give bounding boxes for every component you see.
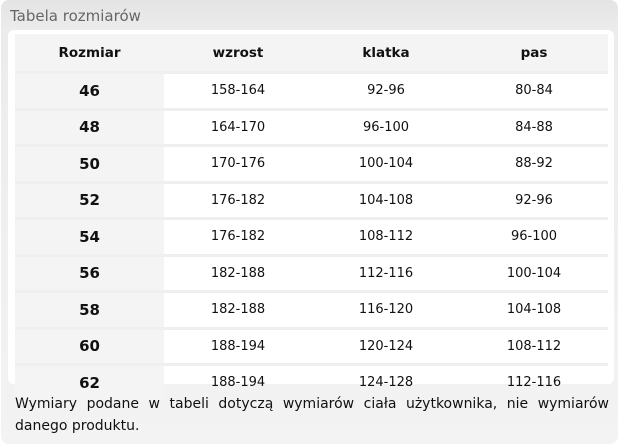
- measurement-cell: 100-104: [312, 144, 460, 182]
- measurement-cell: 100-104: [460, 253, 608, 292]
- measurement-cell: 88-92: [460, 144, 608, 182]
- size-cell: 46: [15, 71, 164, 109]
- size-cell: 60: [15, 326, 164, 365]
- measurement-cell: 170-176: [164, 144, 312, 182]
- measurement-cell: 84-88: [460, 107, 608, 146]
- measurement-cell: 124-128: [312, 363, 460, 400]
- size-table: Rozmiar wzrost klatka pas 46 158-164 92-96 80-…: [15, 34, 608, 400]
- measurement-cell: 176-182: [164, 217, 312, 255]
- measurement-cell: 108-112: [460, 326, 608, 365]
- column-header: klatka: [312, 34, 460, 73]
- column-header: pas: [460, 34, 608, 73]
- measurement-cell: 96-100: [460, 217, 608, 255]
- measurement-cell: 182-188: [164, 290, 312, 328]
- size-cell: 52: [15, 180, 164, 219]
- size-table-container: Rozmiar wzrost klatka pas 46 158-164 92-96 80-…: [8, 30, 614, 400]
- measurement-cell: 112-116: [312, 253, 460, 292]
- size-cell: 48: [15, 107, 164, 146]
- measurement-cell: 104-108: [460, 290, 608, 328]
- table-row: 52 176-182 104-108 92-96: [15, 180, 608, 219]
- measurement-cell: 96-100: [312, 107, 460, 146]
- size-cell: 50: [15, 144, 164, 182]
- table-row: 54 176-182 108-112 96-100: [15, 217, 608, 255]
- measurement-cell: 108-112: [312, 217, 460, 255]
- size-cell: 62: [15, 363, 164, 400]
- measurement-cell: 120-124: [312, 326, 460, 365]
- table-row: 60 188-194 120-124 108-112: [15, 326, 608, 365]
- table-row: 48 164-170 96-100 84-88: [15, 107, 608, 146]
- size-note: Wymiary podane w tabeli dotyczą wymiarów…: [15, 396, 609, 434]
- table-row: 46 158-164 92-96 80-84: [15, 71, 608, 109]
- size-cell: 56: [15, 253, 164, 292]
- measurement-cell: 112-116: [460, 363, 608, 400]
- measurement-cell: 80-84: [460, 71, 608, 109]
- size-cell: 58: [15, 290, 164, 328]
- size-cell: 54: [15, 217, 164, 255]
- column-header: wzrost: [164, 34, 312, 73]
- measurement-cell: 104-108: [312, 180, 460, 219]
- measurement-cell: 92-96: [460, 180, 608, 219]
- table-row: 56 182-188 112-116 100-104: [15, 253, 608, 292]
- measurement-cell: 182-188: [164, 253, 312, 292]
- table-row: 50 170-176 100-104 88-92: [15, 144, 608, 182]
- measurement-cell: 92-96: [312, 71, 460, 109]
- measurement-cell: 116-120: [312, 290, 460, 328]
- panel-title: Tabela rozmiarów: [10, 7, 141, 25]
- measurement-cell: 164-170: [164, 107, 312, 146]
- measurement-cell: 188-194: [164, 326, 312, 365]
- measurement-cell: 188-194: [164, 363, 312, 400]
- measurement-cell: 158-164: [164, 71, 312, 109]
- measurement-cell: 176-182: [164, 180, 312, 219]
- table-row: 62 188-194 124-128 112-116: [15, 363, 608, 400]
- column-header: Rozmiar: [15, 34, 164, 73]
- table-header-row: Rozmiar wzrost klatka pas: [15, 34, 608, 73]
- table-row: 58 182-188 116-120 104-108: [15, 290, 608, 328]
